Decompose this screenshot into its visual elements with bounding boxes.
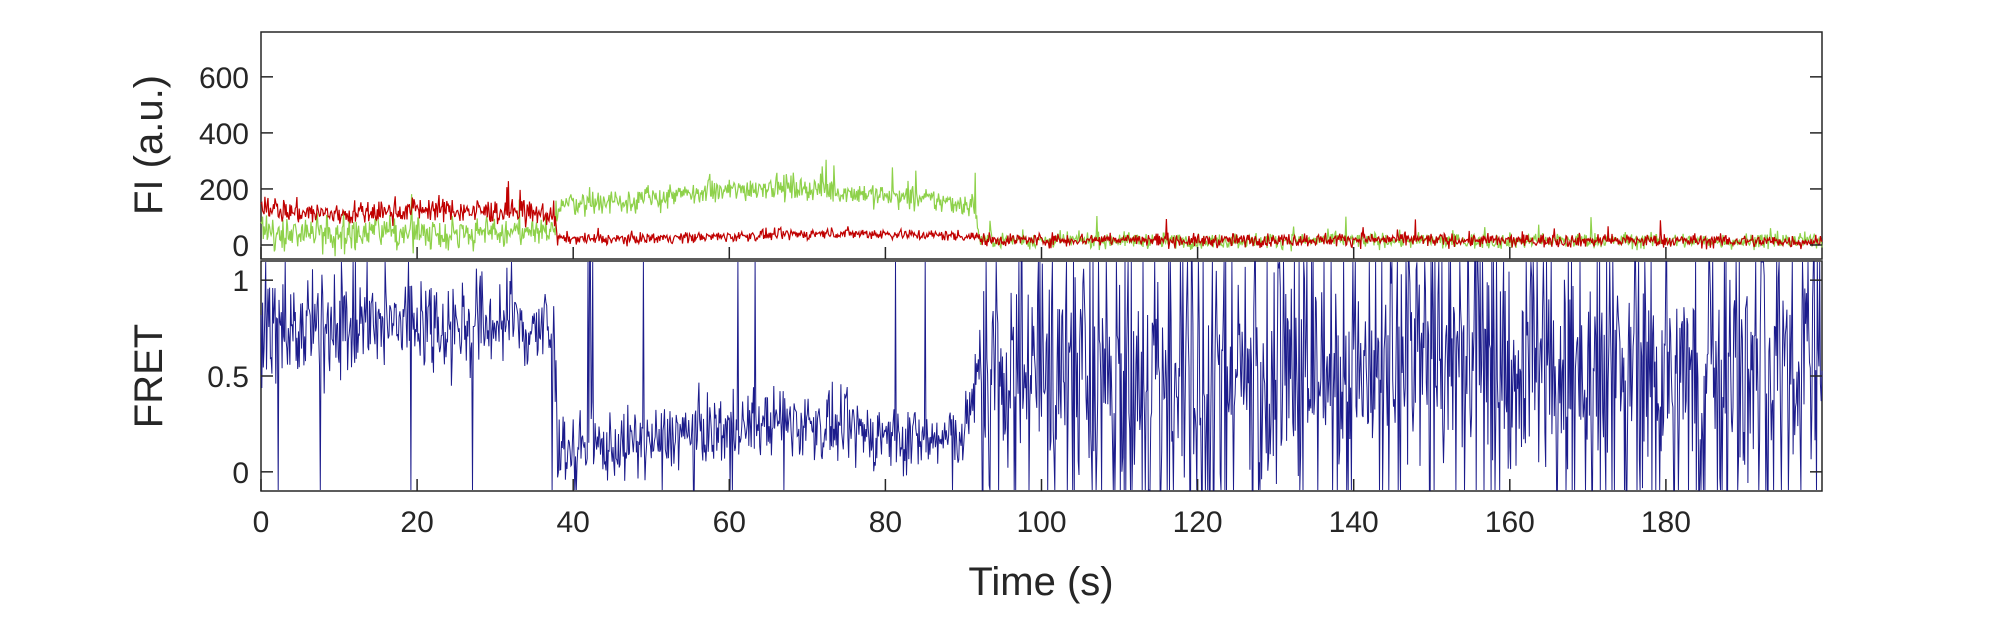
time-xtick-label: 120 bbox=[1173, 506, 1223, 539]
fluorescence-trace-donor bbox=[260, 159, 1823, 257]
time-xtick-label: 160 bbox=[1485, 506, 1535, 539]
fret-ytick-label: 1 bbox=[232, 265, 249, 298]
time-xtick-label: 40 bbox=[557, 506, 590, 539]
time-xtick-label: 180 bbox=[1641, 506, 1691, 539]
time-xlabel: Time (s) bbox=[968, 560, 1113, 604]
fluorescence-ytick-label: 0 bbox=[232, 230, 249, 263]
time-xtick-label: 20 bbox=[400, 506, 433, 539]
fret-ytick-label: 0 bbox=[232, 457, 249, 490]
fret-ylabel: FRET bbox=[127, 324, 171, 428]
fluorescence-series-group bbox=[260, 159, 1823, 257]
fluorescence-trace-acceptor bbox=[260, 181, 1823, 250]
fluorescence-ytick-label: 400 bbox=[199, 118, 249, 151]
fluorescence-panel: 0 200 400 600 FI (a.u.) bbox=[127, 31, 1823, 263]
fluorescence-ytick-label: 600 bbox=[199, 62, 249, 95]
time-xtick-label: 140 bbox=[1329, 506, 1379, 539]
fluorescence-ytick-label: 200 bbox=[199, 174, 249, 207]
time-xtick-label: 80 bbox=[869, 506, 902, 539]
fret-ytick-label: 0.5 bbox=[207, 361, 249, 394]
fluorescence-yticks: 0 200 400 600 bbox=[199, 62, 1822, 263]
time-xtick-label: 0 bbox=[253, 506, 270, 539]
fret-series-group bbox=[260, 261, 1823, 491]
time-xtick-label: 60 bbox=[713, 506, 746, 539]
time-xticks: 0 20 40 60 80 100 120 140 160 180 bbox=[253, 247, 1691, 539]
fret-yticks: 00.51 bbox=[207, 265, 1822, 490]
time-xtick-label: 100 bbox=[1016, 506, 1066, 539]
fret-panel: 00.51 0 20 40 60 80 100 120 140 160 180 FRET Time… bbox=[127, 247, 1823, 604]
fret-trace bbox=[260, 261, 1823, 491]
fluorescence-ylabel: FI (a.u.) bbox=[127, 75, 171, 215]
